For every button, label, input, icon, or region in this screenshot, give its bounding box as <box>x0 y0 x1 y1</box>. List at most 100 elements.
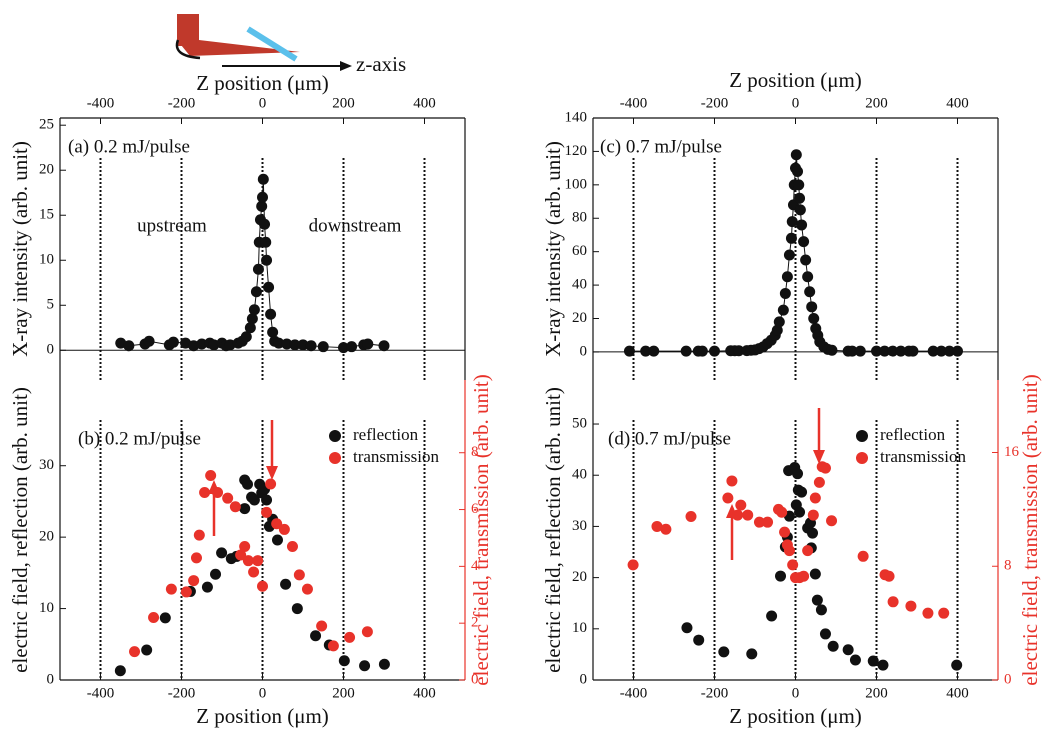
x-tick-label: -200 <box>168 95 196 111</box>
data-point <box>771 324 783 336</box>
x-axis-label: Z position (μm) <box>729 68 862 92</box>
y-tick-label: 5 <box>47 297 55 313</box>
legend-label: reflection <box>880 425 946 444</box>
x-tick-label: 400 <box>946 95 969 111</box>
data-point <box>229 501 241 513</box>
data-point <box>842 644 854 656</box>
data-point <box>338 342 349 354</box>
data-point <box>785 232 797 244</box>
data-point <box>143 335 155 347</box>
arrowhead <box>266 466 278 480</box>
data-point <box>378 340 390 352</box>
data-point <box>256 200 268 212</box>
data-point <box>787 559 799 571</box>
data-point <box>338 655 350 667</box>
data-point <box>951 659 963 671</box>
data-point <box>693 634 705 646</box>
data-point <box>239 503 251 515</box>
y-tick-label: 80 <box>572 210 587 226</box>
x-tick-label: 0 <box>792 95 800 111</box>
legend-marker <box>856 430 868 442</box>
y-axis-label: X-ray intensity (arb. unit) <box>541 141 565 357</box>
data-point <box>718 646 730 658</box>
panel: -400 -200 0 200 400 0 10 20 30 0 2 4 6 8 Z position (μ… <box>8 374 493 728</box>
data-point <box>159 612 171 624</box>
data-point <box>167 336 179 348</box>
data-point <box>293 569 305 581</box>
inset-label: z-axis <box>356 52 406 76</box>
inset-target <box>246 26 298 62</box>
data-point <box>344 631 356 643</box>
x-tick-label: 0 <box>259 685 267 701</box>
data-point <box>813 476 825 488</box>
data-point <box>681 622 693 634</box>
data-point <box>809 492 821 504</box>
data-point <box>854 345 866 357</box>
data-point <box>316 620 328 632</box>
y-tick-label: 20 <box>39 529 54 545</box>
data-point <box>291 603 303 615</box>
data-point <box>793 179 805 191</box>
data-point <box>239 540 251 552</box>
data-point <box>235 549 247 561</box>
data-point <box>802 271 814 283</box>
data-point <box>660 523 672 535</box>
y-tick-label: 20 <box>572 310 587 326</box>
data-point <box>148 612 160 623</box>
x-axis-label: Z position (μm) <box>729 704 862 728</box>
y-tick-label: 50 <box>572 415 587 431</box>
y-tick-label: 0 <box>47 671 55 687</box>
legend-label: reflection <box>353 425 419 444</box>
data-point <box>201 581 213 593</box>
panel-label: (d) 0.7 mJ/pulse <box>608 428 731 449</box>
data-point <box>123 340 135 352</box>
data-point <box>188 575 200 587</box>
x-tick-label: -400 <box>87 95 115 111</box>
data-point <box>879 345 891 357</box>
data-point <box>819 628 831 640</box>
data-point <box>938 607 950 619</box>
x-tick-label: 400 <box>413 685 436 701</box>
data-point <box>887 345 899 357</box>
data-point <box>252 263 264 275</box>
data-point <box>265 478 277 490</box>
data-point <box>753 516 765 528</box>
data-point <box>849 654 861 666</box>
data-point <box>742 509 754 521</box>
data-point <box>640 345 652 357</box>
y-tick-label: 10 <box>39 252 54 268</box>
data-point <box>205 469 217 481</box>
data-point <box>260 236 272 248</box>
data-point <box>212 487 224 498</box>
data-point <box>952 345 963 357</box>
data-point <box>248 304 260 316</box>
x-tick-label: 200 <box>332 685 355 701</box>
data-point <box>786 216 798 228</box>
y-tick-label: 25 <box>39 117 54 133</box>
data-point <box>273 337 285 349</box>
data-point <box>800 254 812 266</box>
panel-label: (b) 0.2 mJ/pulse <box>78 428 201 449</box>
panel: -400 -200 0 200 400 0 5 10 15 20 25 Z position (μm)… <box>8 71 466 380</box>
y-tick-label: 20 <box>572 569 587 585</box>
data-point <box>779 287 791 299</box>
x-axis-label: Z position (μm) <box>196 704 329 728</box>
data-point <box>297 339 309 351</box>
x-tick-label: -200 <box>701 685 729 701</box>
legend-label: transmission <box>353 447 439 466</box>
data-point <box>807 527 819 539</box>
y-tick-label: 20 <box>39 162 54 178</box>
data-point <box>627 559 639 571</box>
data-point <box>242 555 254 567</box>
data-point <box>846 345 858 357</box>
data-point <box>746 648 758 660</box>
data-point <box>790 149 802 161</box>
data-point <box>819 462 831 474</box>
data-point <box>907 345 919 357</box>
data-point <box>263 281 275 293</box>
y2-axis-label: electric field, transmission (arb. unit) <box>1018 374 1042 685</box>
data-point <box>826 515 838 527</box>
data-point <box>317 341 329 353</box>
y-tick-label: 30 <box>39 457 54 473</box>
data-point <box>781 271 793 283</box>
